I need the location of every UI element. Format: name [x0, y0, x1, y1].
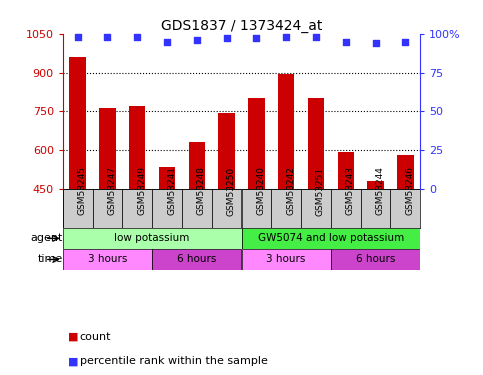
Bar [218, 114, 235, 189]
Text: agent: agent [30, 233, 63, 243]
Text: GSM53246: GSM53246 [405, 166, 414, 216]
Text: time: time [38, 255, 63, 264]
Text: 6 hours: 6 hours [356, 255, 395, 264]
Bar [271, 189, 301, 228]
Text: GSM53247: GSM53247 [108, 166, 116, 216]
Bar [122, 189, 152, 228]
Title: GDS1837 / 1373424_at: GDS1837 / 1373424_at [161, 19, 322, 33]
Bar [331, 189, 361, 228]
Bar [368, 181, 384, 189]
Bar [182, 189, 212, 228]
Bar [99, 108, 115, 189]
Bar [308, 99, 324, 189]
Point [342, 39, 350, 45]
Point [282, 34, 290, 40]
Bar [159, 167, 175, 189]
Point [74, 34, 82, 40]
Bar [152, 249, 242, 270]
Point [163, 39, 171, 45]
Text: GSM53242: GSM53242 [286, 166, 295, 215]
Bar [390, 189, 420, 228]
Bar [242, 189, 271, 228]
Bar [93, 189, 122, 228]
Bar [63, 189, 93, 228]
Bar [212, 189, 242, 228]
Bar [331, 249, 420, 270]
Point [401, 39, 409, 45]
Text: ■: ■ [68, 332, 78, 342]
Bar [242, 249, 331, 270]
Text: GSM53250: GSM53250 [227, 166, 236, 216]
Text: GSM53240: GSM53240 [256, 166, 265, 216]
Bar [152, 189, 182, 228]
Point [193, 37, 201, 43]
Text: GSM53251: GSM53251 [316, 166, 325, 216]
Text: GSM53248: GSM53248 [197, 166, 206, 216]
Point [253, 35, 260, 41]
Point [104, 34, 112, 40]
Bar [278, 74, 294, 189]
Text: 3 hours: 3 hours [88, 255, 127, 264]
Bar [129, 106, 145, 189]
Text: GW5074 and low potassium: GW5074 and low potassium [258, 233, 404, 243]
Bar [189, 142, 205, 189]
Point [372, 40, 380, 46]
Bar [301, 189, 331, 228]
Point [312, 34, 320, 40]
Text: percentile rank within the sample: percentile rank within the sample [80, 356, 268, 366]
Point [223, 35, 230, 41]
Text: GSM53243: GSM53243 [346, 166, 355, 216]
Text: 6 hours: 6 hours [177, 255, 216, 264]
Bar [338, 152, 354, 189]
Text: count: count [80, 332, 111, 342]
Bar [248, 99, 265, 189]
Bar [70, 57, 86, 189]
Bar [397, 155, 413, 189]
Bar [63, 228, 242, 249]
Bar [242, 228, 420, 249]
Bar [63, 249, 152, 270]
Text: ■: ■ [68, 356, 78, 366]
Text: GSM53241: GSM53241 [167, 166, 176, 216]
Text: GSM53244: GSM53244 [376, 166, 384, 215]
Bar [361, 189, 390, 228]
Text: GSM53249: GSM53249 [137, 166, 146, 216]
Text: GSM53245: GSM53245 [78, 166, 86, 216]
Text: low potassium: low potassium [114, 233, 190, 243]
Point [133, 34, 141, 40]
Text: 3 hours: 3 hours [267, 255, 306, 264]
